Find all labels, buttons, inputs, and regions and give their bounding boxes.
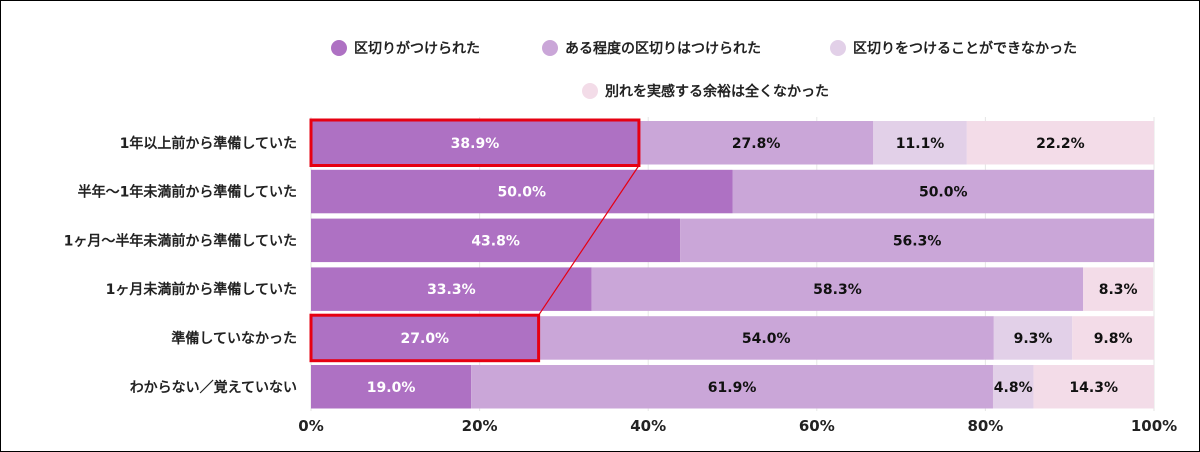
bar-segment bbox=[311, 218, 681, 263]
bar-segment bbox=[311, 365, 472, 409]
bar-segment bbox=[538, 316, 994, 360]
bar-segment bbox=[680, 218, 1154, 263]
x-tick-label: 40% bbox=[630, 417, 666, 435]
category-label: 準備していなかった bbox=[171, 330, 297, 347]
legend-label: ある程度の区切りはつけられた bbox=[565, 40, 761, 57]
x-tick-label: 80% bbox=[967, 417, 1003, 435]
bar-segment bbox=[1033, 365, 1154, 409]
data-label: 4.8% bbox=[994, 380, 1033, 396]
bar-segment bbox=[591, 267, 1084, 311]
bar-segment bbox=[732, 169, 1154, 214]
category-label: 1年以上前から準備していた bbox=[120, 135, 297, 152]
data-label: 33.3% bbox=[427, 282, 476, 298]
data-label: 8.3% bbox=[1099, 282, 1138, 298]
category-label: 半年〜1年未満前から準備していた bbox=[78, 184, 297, 201]
category-label: 1ヶ月未満前から準備していた bbox=[106, 281, 297, 298]
data-label: 9.3% bbox=[1014, 331, 1053, 347]
bar-segment bbox=[992, 365, 1034, 409]
data-label: 14.3% bbox=[1069, 380, 1118, 396]
bar-segment bbox=[471, 365, 993, 409]
bar-segment bbox=[993, 316, 1073, 360]
data-label: 54.0% bbox=[742, 331, 791, 347]
legend-label: 別れを実感する余裕は全くなかった bbox=[604, 83, 829, 100]
data-label: 61.9% bbox=[708, 380, 757, 396]
data-label: 11.1% bbox=[896, 136, 945, 152]
highlight-connector bbox=[538, 165, 640, 316]
legend-label: 区切りがつけられた bbox=[354, 40, 480, 57]
data-label: 43.8% bbox=[471, 233, 520, 249]
bar-segment bbox=[873, 121, 967, 165]
category-label: わからない／覚えていない bbox=[130, 379, 297, 396]
data-label: 9.8% bbox=[1094, 331, 1133, 347]
highlight-box bbox=[309, 313, 541, 363]
legend-marker bbox=[331, 40, 347, 56]
category-label: 1ヶ月〜半年未満前から準備していた bbox=[64, 232, 297, 249]
data-label: 50.0% bbox=[919, 185, 968, 201]
x-tick-label: 100% bbox=[1131, 417, 1177, 435]
data-label: 58.3% bbox=[813, 282, 862, 298]
bar-segment bbox=[966, 121, 1154, 165]
x-tick-label: 0% bbox=[298, 417, 323, 435]
data-label: 27.0% bbox=[401, 331, 450, 347]
bar-segment bbox=[1072, 316, 1154, 360]
legend-marker bbox=[830, 40, 846, 56]
x-tick-label: 60% bbox=[799, 417, 835, 435]
bar-segment bbox=[638, 121, 874, 165]
highlight-box bbox=[309, 118, 641, 167]
data-label: 56.3% bbox=[893, 233, 942, 249]
bar-segment bbox=[311, 169, 733, 214]
data-label: 38.9% bbox=[451, 136, 500, 152]
legend-marker bbox=[542, 40, 558, 56]
legend-marker bbox=[582, 83, 598, 99]
data-label: 22.2% bbox=[1036, 136, 1085, 152]
bar-segment bbox=[311, 316, 539, 360]
x-tick-label: 20% bbox=[462, 417, 498, 435]
data-label: 27.8% bbox=[732, 136, 781, 152]
data-label: 50.0% bbox=[497, 185, 546, 201]
data-label: 19.0% bbox=[367, 380, 416, 396]
bar-segment bbox=[1083, 267, 1154, 311]
bar-segment bbox=[311, 267, 592, 311]
legend-label: 区切りをつけることができなかった bbox=[853, 40, 1077, 57]
bar-segment bbox=[311, 121, 639, 165]
